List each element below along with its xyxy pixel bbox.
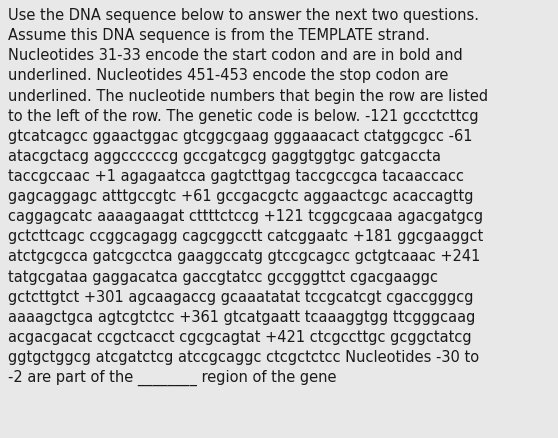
- Text: ggtgctggcg atcgatctcg atccgcaggc ctcgctctcc Nucleotides -30 to: ggtgctggcg atcgatctcg atccgcaggc ctcgctc…: [8, 350, 479, 364]
- Text: Nucleotides 31-33 encode the start codon and are in bold and: Nucleotides 31-33 encode the start codon…: [8, 48, 463, 63]
- Text: atctgcgcca gatcgcctca gaaggccatg gtccgcagcc gctgtcaaac +241: atctgcgcca gatcgcctca gaaggccatg gtccgca…: [8, 249, 480, 264]
- Text: to the left of the row. The genetic code is below. -121 gccctcttcg: to the left of the row. The genetic code…: [8, 108, 479, 124]
- Text: taccgccaac +1 agagaatcca gagtcttgag taccgccgca tacaaccacc: taccgccaac +1 agagaatcca gagtcttgag tacc…: [8, 169, 464, 184]
- Text: aaaagctgca agtcgtctcc +361 gtcatgaatt tcaaaggtgg ttcgggcaag: aaaagctgca agtcgtctcc +361 gtcatgaatt tc…: [8, 309, 475, 324]
- Text: gctcttgtct +301 agcaagaccg gcaaatatat tccgcatcgt cgaccgggcg: gctcttgtct +301 agcaagaccg gcaaatatat tc…: [8, 289, 474, 304]
- Text: Use the DNA sequence below to answer the next two questions.: Use the DNA sequence below to answer the…: [8, 8, 479, 23]
- Text: caggagcatc aaaagaagat cttttctccg +121 tcggcgcaaa agacgatgcg: caggagcatc aaaagaagat cttttctccg +121 tc…: [8, 209, 483, 224]
- Text: atacgctacg aggccccccg gccgatcgcg gaggtggtgc gatcgaccta: atacgctacg aggccccccg gccgatcgcg gaggtgg…: [8, 148, 441, 163]
- Text: Assume this DNA sequence is from the TEMPLATE strand.: Assume this DNA sequence is from the TEM…: [8, 28, 430, 43]
- Text: underlined. Nucleotides 451-453 encode the stop codon are: underlined. Nucleotides 451-453 encode t…: [8, 68, 449, 83]
- Text: tatgcgataa gaggacatca gaccgtatcc gccgggttct cgacgaaggc: tatgcgataa gaggacatca gaccgtatcc gccgggt…: [8, 269, 438, 284]
- Text: -2 are part of the ________ region of the gene: -2 are part of the ________ region of th…: [8, 369, 336, 385]
- Text: gagcaggagc atttgccgtc +61 gccgacgctc aggaactcgc acaccagttg: gagcaggagc atttgccgtc +61 gccgacgctc agg…: [8, 189, 474, 204]
- Text: underlined. The nucleotide numbers that begin the row are listed: underlined. The nucleotide numbers that …: [8, 88, 488, 103]
- Text: gctcttcagc ccggcagagg cagcggcctt catcggaatc +181 ggcgaaggct: gctcttcagc ccggcagagg cagcggcctt catcgga…: [8, 229, 483, 244]
- Text: acgacgacat ccgctcacct cgcgcagtat +421 ctcgccttgc gcggctatcg: acgacgacat ccgctcacct cgcgcagtat +421 ct…: [8, 329, 472, 344]
- Text: gtcatcagcc ggaactggac gtcggcgaag gggaaacact ctatggcgcc -61: gtcatcagcc ggaactggac gtcggcgaag gggaaac…: [8, 128, 473, 143]
